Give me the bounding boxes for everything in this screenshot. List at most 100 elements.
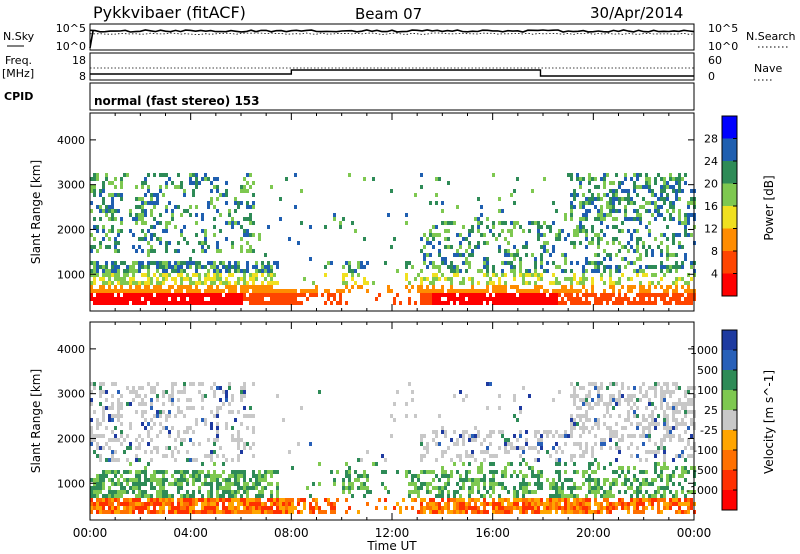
echo-cell [186, 482, 189, 486]
echo-cell [126, 386, 129, 390]
echo-cell [129, 426, 132, 430]
echo-cell [237, 474, 240, 478]
echo-cell [537, 229, 540, 233]
echo-cell [588, 261, 591, 265]
echo-cell [636, 398, 639, 402]
echo-cell [150, 402, 153, 406]
echo-cell [171, 398, 174, 402]
echo-cell [579, 301, 582, 305]
echo-cell [117, 297, 120, 301]
echo-cell [474, 478, 477, 482]
echo-cell [573, 229, 576, 233]
echo-cell [660, 189, 663, 193]
echo-cell [96, 510, 99, 514]
echo-cell [144, 265, 147, 269]
echo-cell [90, 510, 93, 514]
echo-cell [129, 470, 132, 474]
echo-cell [213, 297, 216, 301]
echo-cell [216, 498, 219, 502]
nave-tick-bottom: 0 [708, 70, 715, 83]
echo-cell [108, 205, 111, 209]
echo-cell [468, 490, 471, 494]
echo-cell [135, 221, 138, 225]
echo-cell [597, 185, 600, 189]
echo-cell [570, 458, 573, 462]
echo-cell [471, 297, 474, 301]
echo-cell [276, 289, 279, 293]
echo-cell [609, 273, 612, 277]
echo-cell [153, 301, 156, 305]
echo-cell [417, 490, 420, 494]
echo-cell [390, 245, 393, 249]
echo-cell [315, 502, 318, 506]
echo-cell [489, 470, 492, 474]
echo-cell [585, 201, 588, 205]
echo-cell [573, 245, 576, 249]
echo-cell [177, 506, 180, 510]
echo-cell [228, 213, 231, 217]
echo-cell [219, 249, 222, 253]
echo-cell [687, 390, 690, 394]
echo-cell [243, 269, 246, 273]
echo-cell [684, 297, 687, 301]
echo-cell [117, 269, 120, 273]
echo-cell [171, 390, 174, 394]
echo-cell [168, 221, 171, 225]
echo-cell [114, 217, 117, 221]
echo-cell [96, 506, 99, 510]
echo-cell [105, 269, 108, 273]
echo-cell [216, 209, 219, 213]
echo-cell [633, 269, 636, 273]
echo-cell [168, 494, 171, 498]
echo-cell [603, 181, 606, 185]
echo-cell [480, 221, 483, 225]
echo-cell [243, 482, 246, 486]
echo-cell [90, 261, 93, 265]
echo-cell [408, 289, 411, 293]
echo-cell [495, 510, 498, 514]
echo-cell [438, 277, 441, 281]
echo-cell [207, 205, 210, 209]
echo-cell [336, 289, 339, 293]
echo-cell [591, 269, 594, 273]
echo-cell [549, 430, 552, 434]
echo-cell [492, 502, 495, 506]
echo-cell [564, 510, 567, 514]
echo-cell [570, 261, 573, 265]
echo-cell [135, 261, 138, 265]
echo-cell [618, 265, 621, 269]
echo-cell [153, 173, 156, 177]
echo-cell [99, 506, 102, 510]
echo-cell [489, 297, 492, 301]
echo-cell [201, 301, 204, 305]
echo-cell [636, 269, 639, 273]
echo-cell [246, 229, 249, 233]
echo-cell [609, 438, 612, 442]
echo-cell [639, 398, 642, 402]
echo-cell [690, 422, 693, 426]
echo-cell [435, 225, 438, 229]
echo-cell [528, 221, 531, 225]
echo-cell [267, 498, 270, 502]
echo-cell [570, 414, 573, 418]
echo-cell [459, 269, 462, 273]
echo-cell [666, 406, 669, 410]
echo-cell [627, 277, 630, 281]
echo-cell [639, 237, 642, 241]
echo-cell [162, 229, 165, 233]
echo-cell [519, 430, 522, 434]
echo-cell [162, 289, 165, 293]
echo-cell [645, 406, 648, 410]
echo-cell [459, 293, 462, 297]
echo-cell [618, 446, 621, 450]
echo-cell [453, 498, 456, 502]
echo-cell [216, 189, 219, 193]
echo-cell [171, 382, 174, 386]
echo-cell [438, 293, 441, 297]
echo-cell [594, 261, 597, 265]
echo-cell [219, 474, 222, 478]
echo-cell [366, 490, 369, 494]
echo-cell [627, 201, 630, 205]
